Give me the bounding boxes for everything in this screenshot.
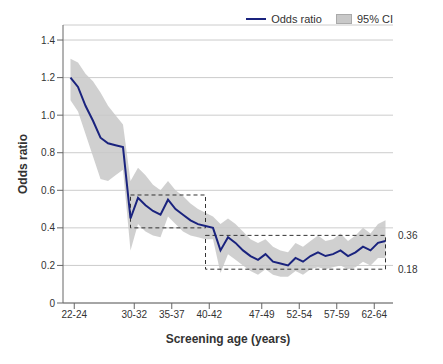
svg-text:47-49: 47-49	[249, 309, 275, 320]
svg-text:0.2: 0.2	[41, 260, 55, 271]
svg-text:62-64: 62-64	[361, 309, 387, 320]
svg-text:0: 0	[49, 298, 55, 309]
svg-text:52-54: 52-54	[286, 309, 312, 320]
svg-text:1.2: 1.2	[41, 72, 55, 83]
svg-text:0.4: 0.4	[41, 222, 55, 233]
html-text:Odds ratio: Odds ratio	[271, 13, 322, 25]
svg-text:0.18: 0.18	[398, 264, 418, 275]
svg-text:30-32: 30-32	[121, 309, 147, 320]
svg-text:1.0: 1.0	[41, 110, 55, 121]
svg-text:22-24: 22-24	[61, 309, 87, 320]
html-text:95% CI: 95% CI	[356, 13, 393, 25]
svg-text:35-37: 35-37	[159, 309, 185, 320]
svg-text:0.8: 0.8	[41, 147, 55, 158]
svg-text:Odds ratio: Odds ratio	[16, 134, 30, 194]
svg-text:0.36: 0.36	[398, 230, 418, 241]
svg-text:0.6: 0.6	[41, 185, 55, 196]
svg-text:40-42: 40-42	[196, 309, 222, 320]
svg-text:Screening age (years): Screening age (years)	[166, 332, 291, 346]
svg-text:57-59: 57-59	[324, 309, 350, 320]
svg-text:1.4: 1.4	[41, 35, 55, 46]
